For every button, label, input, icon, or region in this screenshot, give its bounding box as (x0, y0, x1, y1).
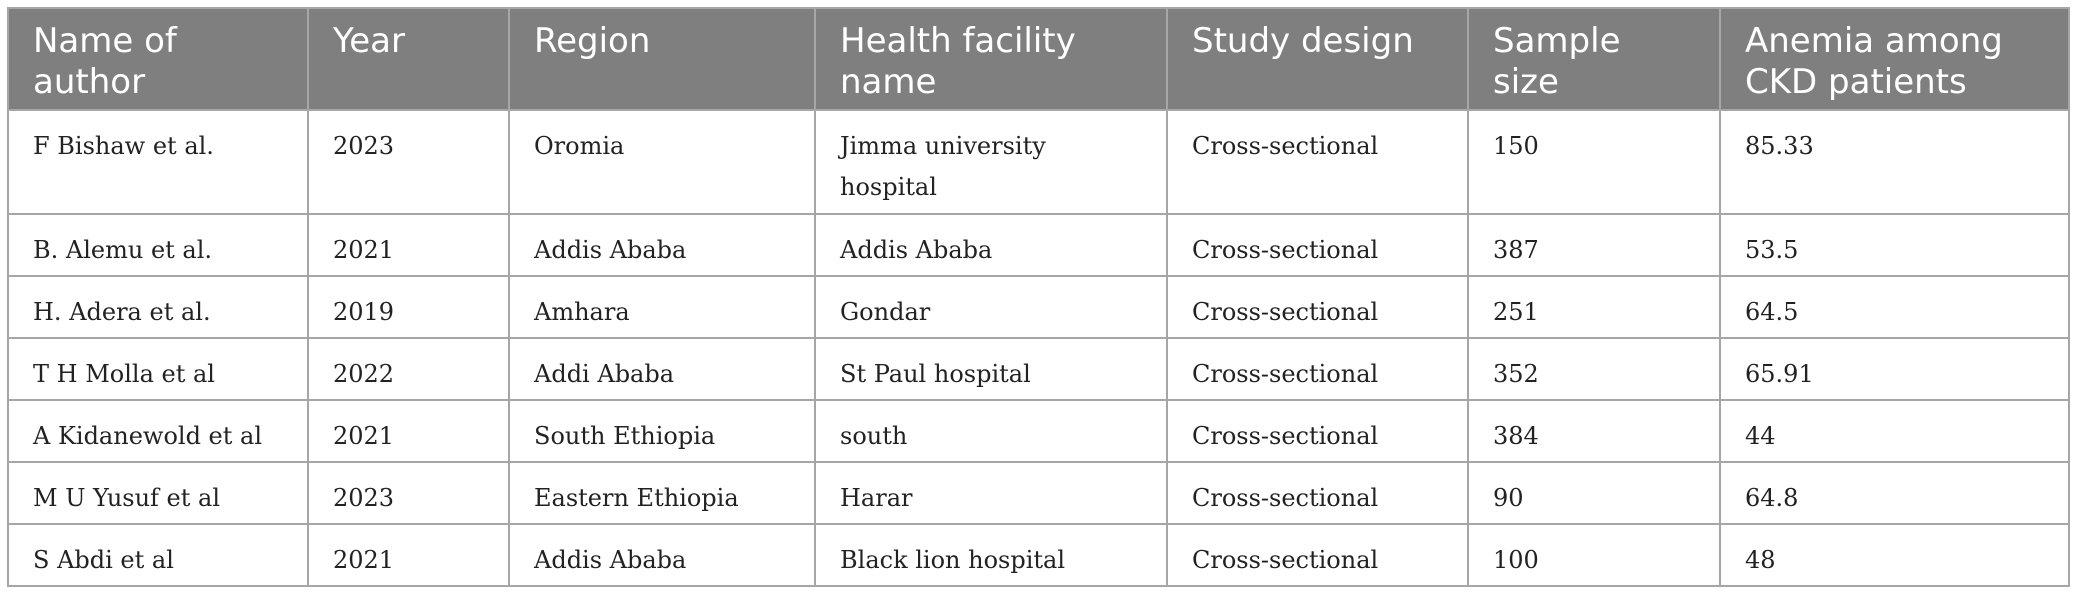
cell-design: Cross-sectional (1166, 523, 1469, 587)
studies-table: Name of author Year Region Health facili… (7, 7, 2070, 587)
cell-sample-size: 100 (1467, 523, 1721, 587)
column-header-sample-size: Sample size (1467, 7, 1721, 111)
cell-facility: Harar (814, 461, 1168, 525)
cell-region: South Ethiopia (508, 399, 816, 463)
cell-design: Cross-sectional (1166, 337, 1469, 401)
cell-sample-size: 387 (1467, 213, 1721, 277)
cell-author: T H Molla et al (7, 337, 309, 401)
cell-facility: Gondar (814, 275, 1168, 339)
cell-anemia: 64.5 (1719, 275, 2070, 339)
cell-design: Cross-sectional (1166, 275, 1469, 339)
cell-facility: Black lion hospital (814, 523, 1168, 587)
cell-sample-size: 352 (1467, 337, 1721, 401)
cell-design: Cross-sectional (1166, 213, 1469, 277)
cell-anemia: 65.91 (1719, 337, 2070, 401)
table-row: M U Yusuf et al 2023 Eastern Ethiopia Ha… (7, 461, 2070, 525)
table-row: F Bishaw et al. 2023 Oromia Jimma univer… (7, 109, 2070, 215)
cell-year: 2023 (307, 461, 510, 525)
table-row: B. Alemu et al. 2021 Addis Ababa Addis A… (7, 213, 2070, 277)
cell-region: Addis Ababa (508, 213, 816, 277)
cell-author: H. Adera et al. (7, 275, 309, 339)
column-header-year: Year (307, 7, 510, 111)
cell-facility: St Paul hospital (814, 337, 1168, 401)
cell-year: 2023 (307, 109, 510, 215)
cell-region: Eastern Ethiopia (508, 461, 816, 525)
cell-anemia: 44 (1719, 399, 2070, 463)
cell-year: 2021 (307, 213, 510, 277)
column-header-anemia: Anemia among CKD patients (1719, 7, 2070, 111)
cell-design: Cross-sectional (1166, 461, 1469, 525)
cell-facility: south (814, 399, 1168, 463)
cell-author: S Abdi et al (7, 523, 309, 587)
table-row: A Kidanewold et al 2021 South Ethiopia s… (7, 399, 2070, 463)
cell-anemia: 64.8 (1719, 461, 2070, 525)
cell-sample-size: 150 (1467, 109, 1721, 215)
table-row: S Abdi et al 2021 Addis Ababa Black lion… (7, 523, 2070, 587)
cell-year: 2021 (307, 523, 510, 587)
cell-year: 2022 (307, 337, 510, 401)
table-row: T H Molla et al 2022 Addi Ababa St Paul … (7, 337, 2070, 401)
cell-anemia: 85.33 (1719, 109, 2070, 215)
cell-sample-size: 384 (1467, 399, 1721, 463)
cell-year: 2019 (307, 275, 510, 339)
column-header-design: Study design (1166, 7, 1469, 111)
cell-region: Amhara (508, 275, 816, 339)
cell-region: Addis Ababa (508, 523, 816, 587)
cell-anemia: 53.5 (1719, 213, 2070, 277)
cell-author: A Kidanewold et al (7, 399, 309, 463)
table-row: H. Adera et al. 2019 Amhara Gondar Cross… (7, 275, 2070, 339)
cell-region: Oromia (508, 109, 816, 215)
cell-author: B. Alemu et al. (7, 213, 309, 277)
cell-author: M U Yusuf et al (7, 461, 309, 525)
cell-design: Cross-sectional (1166, 109, 1469, 215)
cell-design: Cross-sectional (1166, 399, 1469, 463)
studies-table-container: Name of author Year Region Health facili… (7, 7, 2070, 587)
cell-sample-size: 251 (1467, 275, 1721, 339)
column-header-author: Name of author (7, 7, 309, 111)
table-header-row: Name of author Year Region Health facili… (7, 7, 2070, 111)
cell-facility: Addis Ababa (814, 213, 1168, 277)
cell-year: 2021 (307, 399, 510, 463)
column-header-facility: Health facility name (814, 7, 1168, 111)
column-header-region: Region (508, 7, 816, 111)
cell-region: Addi Ababa (508, 337, 816, 401)
cell-author: F Bishaw et al. (7, 109, 309, 215)
cell-anemia: 48 (1719, 523, 2070, 587)
cell-sample-size: 90 (1467, 461, 1721, 525)
cell-facility: Jimma university hospital (814, 109, 1168, 215)
